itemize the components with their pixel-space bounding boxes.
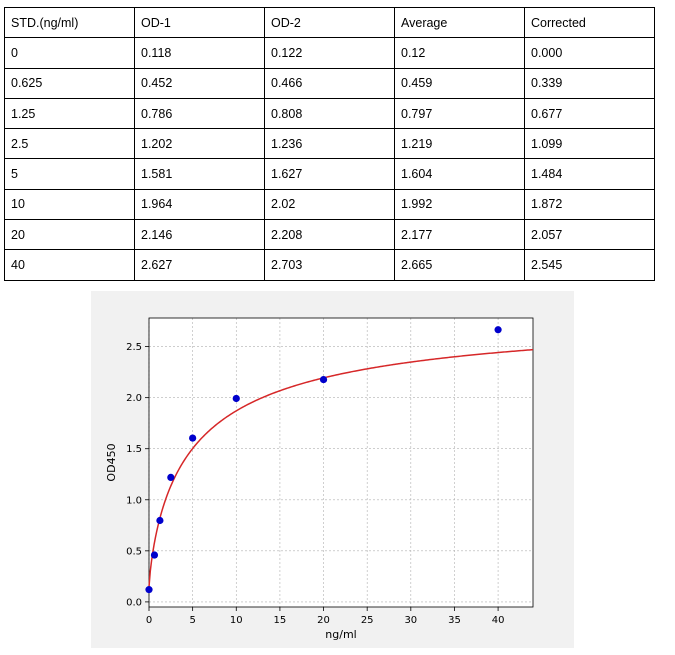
cell-od1: 1.581 [134, 158, 265, 190]
cell-average: 2.177 [394, 219, 525, 251]
cell-corrected: 1.484 [524, 158, 655, 190]
cell-corrected: 0.339 [524, 67, 655, 99]
cell-od2: 0.808 [264, 97, 395, 130]
cell-average: 0.797 [394, 97, 525, 130]
cell-std: 1.25 [4, 97, 135, 130]
y-tick-label: 1.5 [126, 444, 142, 455]
x-tick-label: 10 [230, 615, 243, 626]
data-point [494, 326, 502, 334]
plot-area [148, 317, 534, 608]
data-point [232, 394, 240, 403]
x-tick-label: 35 [448, 615, 461, 626]
data-points [145, 326, 502, 594]
cell-corrected: 2.545 [524, 249, 655, 281]
cell-od2: 0.466 [264, 67, 395, 99]
chart-panel: 0 5 10 15 20 25 30 35 40 0.0 0.5 1.0 1.5 2.0 2.5 ng/ml… [91, 291, 574, 648]
cell-std: 0.625 [4, 67, 135, 99]
cell-od2: 0.122 [264, 37, 395, 69]
cell-od1: 1.964 [134, 188, 265, 221]
x-tick-label: 20 [317, 615, 330, 626]
cell-std: 20 [4, 219, 135, 251]
table-header-row: STD.(ng/ml) OD-1 OD-2 Average Corrected [4, 6, 655, 39]
cell-corrected: 0.677 [524, 97, 655, 130]
cell-od1: 0.786 [134, 97, 265, 130]
cell-std: 2.5 [4, 128, 135, 160]
table-row: 10 1.964 2.02 1.992 1.872 [4, 188, 655, 221]
data-point [145, 586, 153, 594]
cell-std: 40 [4, 249, 135, 281]
y-tick-label: 0.5 [126, 546, 142, 557]
header-std: STD.(ng/ml) [4, 6, 135, 39]
grid [148, 318, 533, 607]
plot-background [149, 318, 533, 607]
cell-od2: 2.703 [264, 249, 395, 281]
cell-corrected: 0.000 [524, 37, 655, 69]
cell-average: 0.12 [394, 37, 525, 69]
data-point [167, 473, 175, 482]
table-row: 1.25 0.786 0.808 0.797 0.677 [4, 97, 655, 130]
table-row: 5 1.581 1.627 1.604 1.484 [4, 158, 655, 190]
header-od1: OD-1 [134, 6, 265, 39]
y-axis-label: OD450 [105, 443, 118, 481]
table-row: 2.5 1.202 1.236 1.219 1.099 [4, 128, 655, 160]
table-row: 0 0.118 0.122 0.12 0.000 [4, 37, 655, 69]
standard-curve-chart: 0 5 10 15 20 25 30 35 40 0.0 0.5 1.0 1.5 2.0 2.5 ng/ml… [105, 317, 534, 641]
cell-od2: 2.208 [264, 219, 395, 251]
x-tick-label: 0 [146, 615, 152, 626]
cell-od1: 2.627 [134, 249, 265, 281]
cell-corrected: 2.057 [524, 219, 655, 251]
y-tick-label: 0.0 [126, 597, 142, 608]
standard-curve-table: STD.(ng/ml) OD-1 OD-2 Average Corrected … [4, 6, 655, 281]
cell-od1: 0.118 [134, 37, 265, 69]
x-tick-label: 5 [189, 615, 195, 626]
cell-corrected: 1.099 [524, 128, 655, 160]
data-point [189, 434, 197, 442]
cell-od2: 1.236 [264, 128, 395, 160]
y-tick-label: 2.5 [126, 342, 142, 353]
table-row: 20 2.146 2.208 2.177 2.057 [4, 219, 655, 251]
data-point [150, 551, 159, 559]
cell-od1: 0.452 [134, 67, 265, 99]
cell-average: 1.219 [394, 128, 525, 160]
cell-average: 2.665 [394, 249, 525, 281]
header-od2: OD-2 [264, 6, 395, 39]
cell-od2: 1.627 [264, 158, 395, 190]
y-tick-label: 2.0 [126, 393, 142, 404]
data-point [156, 516, 164, 525]
header-corrected: Corrected [524, 6, 655, 39]
cell-std: 5 [4, 158, 135, 190]
table-row: 0.625 0.452 0.466 0.459 0.339 [4, 67, 655, 99]
cell-std: 10 [4, 188, 135, 221]
x-tick-label: 40 [492, 615, 505, 626]
cell-average: 1.604 [394, 158, 525, 190]
cell-corrected: 1.872 [524, 188, 655, 221]
y-tick-label: 1.0 [126, 495, 142, 506]
x-tick-label: 30 [404, 615, 417, 626]
header-average: Average [394, 6, 525, 39]
cell-od1: 2.146 [134, 219, 265, 251]
cell-od1: 1.202 [134, 128, 265, 160]
cell-od2: 2.02 [264, 188, 395, 221]
axis-ticks: 0 5 10 15 20 25 30 35 40 0.0 0.5 1.0 1.5 2.0 2.5 [126, 342, 504, 626]
fit-curve [148, 348, 534, 588]
cell-average: 0.459 [394, 67, 525, 99]
x-tick-label: 25 [361, 615, 374, 626]
table-row: 40 2.627 2.703 2.665 2.545 [4, 249, 655, 281]
cell-std: 0 [4, 37, 135, 69]
cell-average: 1.992 [394, 188, 525, 221]
x-axis-label: ng/ml [325, 628, 356, 641]
x-tick-label: 15 [274, 615, 287, 626]
data-point [319, 375, 328, 384]
